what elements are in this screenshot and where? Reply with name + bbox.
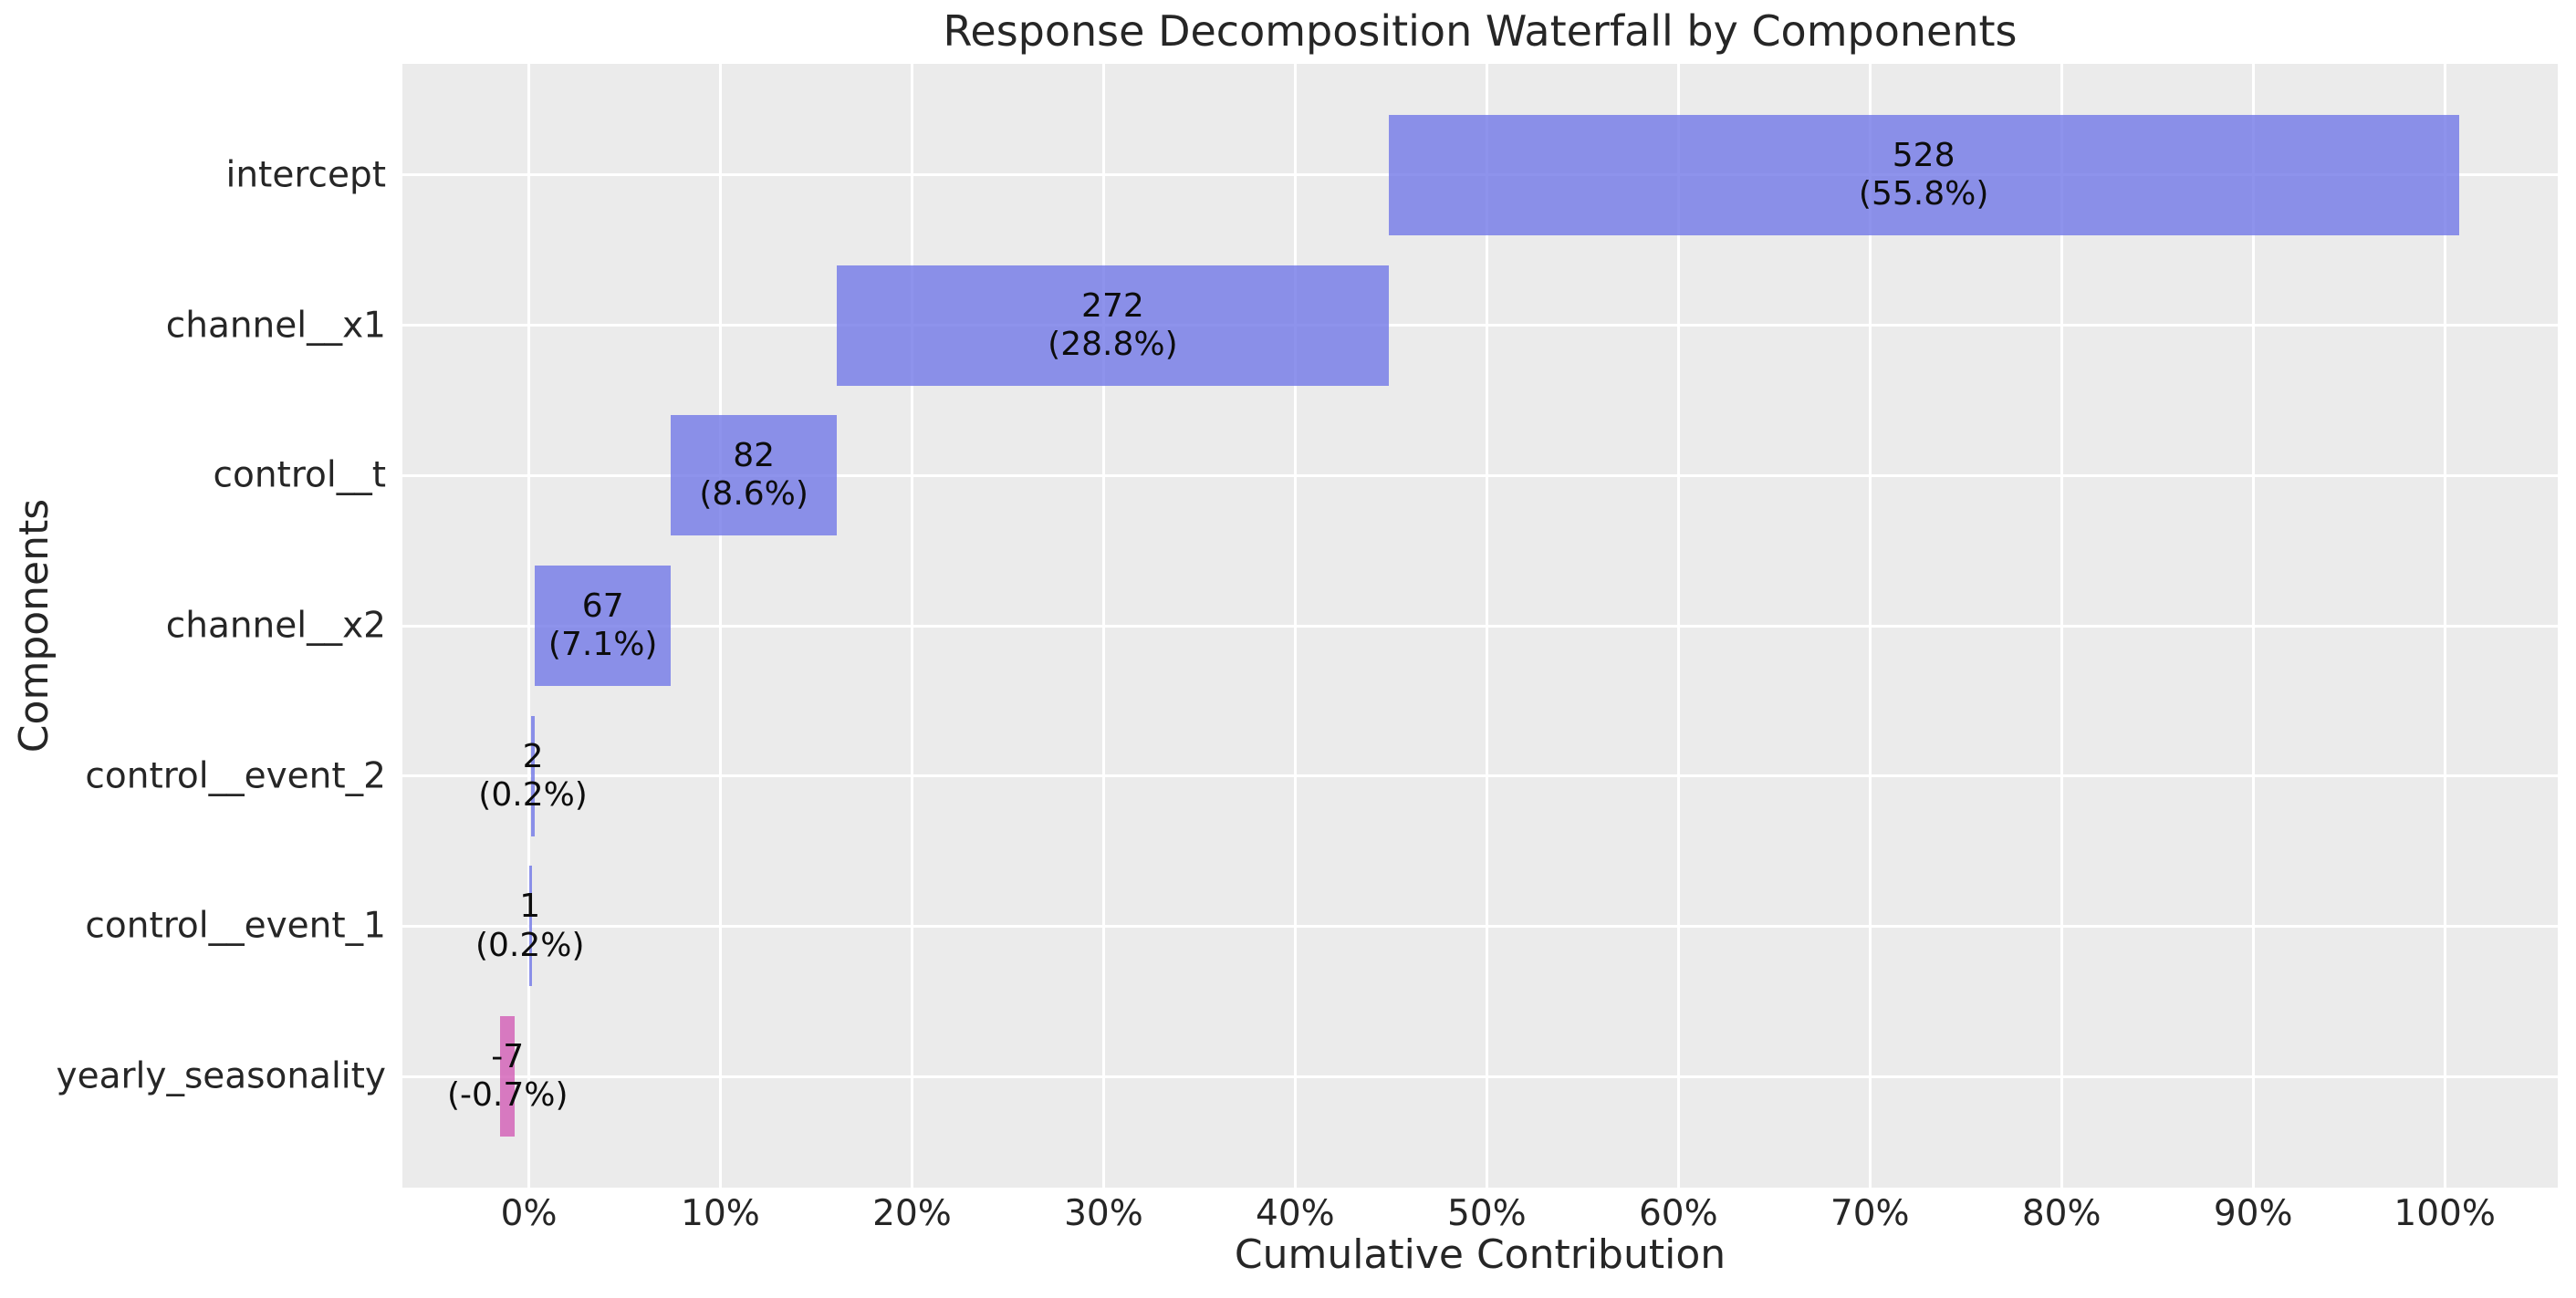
x-tick-label-70%: 70% xyxy=(1830,1193,1910,1234)
y-axis-label: Components xyxy=(11,498,57,753)
bar-value-label-control__event_1: 1 (0.2%) xyxy=(475,888,585,964)
horizontal-gridline xyxy=(402,624,2558,628)
plot-area: 528 (55.8%) 272 (28.8%) 82 (8.6%) 67 (7.1%) 2 (0.… xyxy=(402,64,2558,1188)
waterfall-bar-channel__x2 xyxy=(535,566,672,686)
x-tick-label-50%: 50% xyxy=(1447,1193,1527,1234)
y-tick-label-channel__x2: channel__x2 xyxy=(165,605,386,647)
y-tick-label-control__event_1: control__event_1 xyxy=(85,905,386,947)
x-tick-label-40%: 40% xyxy=(1256,1193,1335,1234)
bar-percentage: (0.2%) xyxy=(478,775,588,814)
bar-value: 82 xyxy=(733,437,776,475)
horizontal-gridline xyxy=(402,473,2558,477)
bar-value: 67 xyxy=(581,587,624,625)
bar-percentage: (7.1%) xyxy=(548,626,658,663)
waterfall-bar-yearly_seasonality xyxy=(500,1016,516,1137)
x-tick-label-90%: 90% xyxy=(2213,1193,2293,1234)
chart-title: Response Decomposition Waterfall by Comp… xyxy=(943,6,2018,56)
bar-value: 528 xyxy=(1892,136,1955,174)
x-tick-label-60%: 60% xyxy=(1638,1193,1718,1234)
x-axis-label: Cumulative Contribution xyxy=(1234,1231,1726,1278)
x-tick-label-100%: 100% xyxy=(2393,1193,2496,1234)
waterfall-bar-control__event_1 xyxy=(528,866,532,987)
bar-percentage: (55.8%) xyxy=(1858,174,1989,213)
bar-value-label-control__t: 82 (8.6%) xyxy=(699,437,808,514)
bar-value-label-intercept: 528 (55.8%) xyxy=(1859,137,1988,213)
y-tick-label-control__event_2: control__event_2 xyxy=(85,755,386,797)
waterfall-bar-channel__x1 xyxy=(837,265,1389,386)
bar-value-label-channel__x1: 272 (28.8%) xyxy=(1048,286,1177,363)
x-tick-label-0%: 0% xyxy=(500,1193,558,1234)
waterfall-bar-control__event_2 xyxy=(530,715,536,836)
waterfall-bar-intercept xyxy=(1388,114,2459,235)
bar-percentage: (-0.7%) xyxy=(446,1076,568,1115)
bar-value: 1 xyxy=(519,888,541,926)
bar-value: 272 xyxy=(1081,286,1144,325)
bar-percentage: (28.8%) xyxy=(1048,325,1178,363)
bar-percentage: (0.2%) xyxy=(475,926,585,964)
horizontal-gridline xyxy=(402,1075,2558,1078)
bar-value: 2 xyxy=(522,737,544,775)
bar-value-label-channel__x2: 67 (7.1%) xyxy=(548,587,658,664)
waterfall-bar-control__t xyxy=(671,415,838,536)
x-tick-label-30%: 30% xyxy=(1064,1193,1143,1234)
bar-value: -7 xyxy=(491,1038,525,1075)
y-tick-label-channel__x1: channel__x1 xyxy=(165,305,386,347)
horizontal-gridline xyxy=(402,774,2558,778)
horizontal-gridline xyxy=(402,324,2558,327)
horizontal-gridline xyxy=(402,924,2558,928)
y-tick-label-yearly_seasonality: yearly_seasonality xyxy=(56,1055,386,1097)
bar-percentage: (8.6%) xyxy=(699,475,808,514)
x-tick-label-80%: 80% xyxy=(2021,1193,2101,1234)
x-tick-label-10%: 10% xyxy=(681,1193,760,1234)
y-tick-label-control__t: control__t xyxy=(213,454,386,496)
y-tick-label-intercept: intercept xyxy=(225,154,387,196)
bar-value-label-control__event_2: 2 (0.2%) xyxy=(478,738,588,815)
x-tick-label-20%: 20% xyxy=(872,1193,952,1234)
bar-value-label-yearly_seasonality: -7 (-0.7%) xyxy=(447,1038,568,1115)
